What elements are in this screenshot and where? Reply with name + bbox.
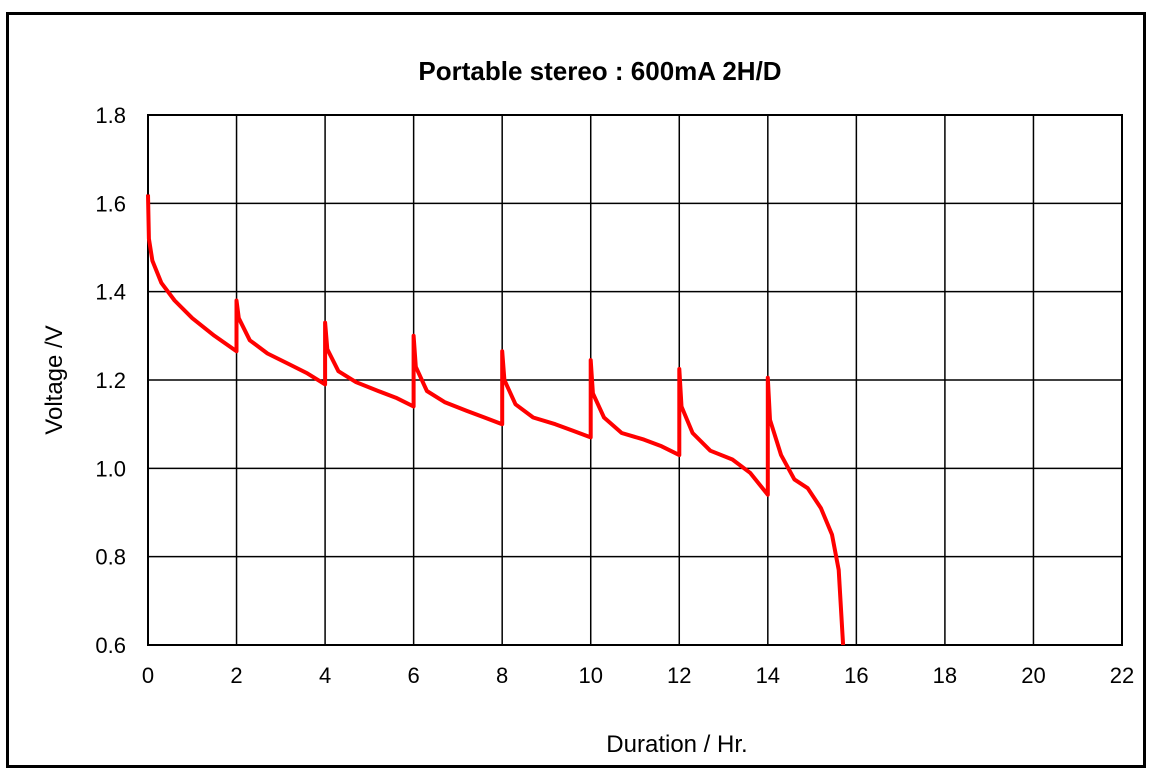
x-tick-label: 22	[1110, 663, 1134, 688]
grid	[147, 114, 1123, 646]
y-tick-label: 1.4	[95, 280, 126, 305]
x-tick-label: 20	[1021, 663, 1045, 688]
y-tick-label: 1.6	[95, 191, 126, 216]
x-tick-label: 18	[933, 663, 957, 688]
y-tick-label: 0.8	[95, 545, 126, 570]
y-tick-label: 0.6	[95, 633, 126, 658]
x-tick-label: 4	[319, 663, 331, 688]
x-tick-label: 2	[230, 663, 242, 688]
y-axis-title: Voltage /V	[41, 325, 68, 434]
x-tick-label: 16	[844, 663, 868, 688]
y-axis-ticks: 0.6 0.8 1.0 1.2 1.4 1.6 1.8	[95, 103, 126, 658]
x-tick-label: 8	[496, 663, 508, 688]
x-tick-label: 14	[756, 663, 780, 688]
y-tick-label: 1.8	[95, 103, 126, 128]
plot-area	[147, 114, 1123, 646]
x-tick-label: 12	[667, 663, 691, 688]
x-tick-label: 6	[408, 663, 420, 688]
x-tick-label: 0	[142, 663, 154, 688]
x-tick-label: 10	[578, 663, 602, 688]
x-axis-title: Duration / Hr.	[606, 731, 747, 758]
x-axis-ticks: 0 2 4 6 8 10 12 14 16 18 20 22	[142, 663, 1134, 688]
chart-frame	[6, 12, 1146, 768]
voltage-series-line	[146, 194, 846, 646]
y-tick-label: 1.2	[95, 368, 126, 393]
chart-title: Portable stereo : 600mA 2H/D	[418, 56, 781, 86]
y-tick-label: 1.0	[95, 456, 126, 481]
